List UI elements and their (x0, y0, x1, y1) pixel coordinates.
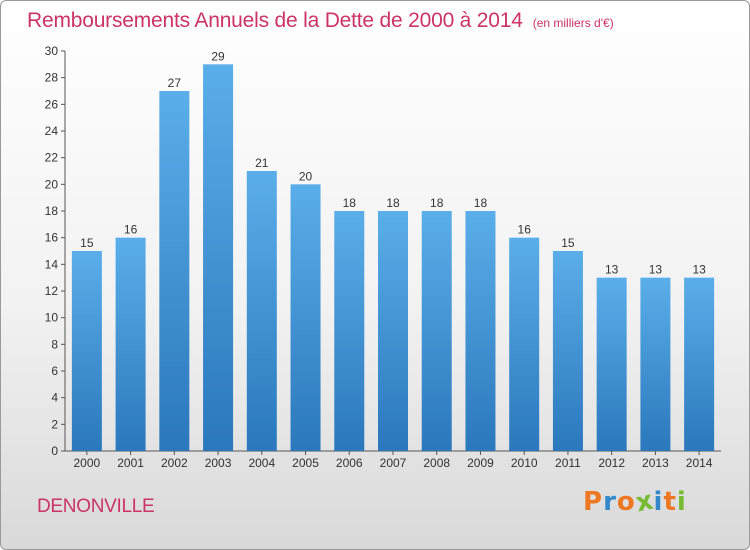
commune-name: DENONVILLE (37, 496, 154, 518)
y-tick-label: 20 (45, 177, 59, 191)
y-tick-label: 26 (45, 97, 59, 111)
brand-letter: P (583, 487, 603, 517)
x-tick-label: 2012 (598, 456, 625, 470)
bar-value-label: 15 (80, 236, 94, 250)
bar-value-label: 18 (386, 196, 400, 210)
x-tick-label: 2000 (74, 456, 101, 470)
bar-value-label: 20 (299, 169, 313, 183)
bar-chart: 0246810121416182022242628302000152001162… (1, 1, 749, 549)
bar (291, 184, 321, 451)
bar (684, 278, 714, 451)
y-tick-label: 10 (45, 311, 59, 325)
brand-letter: r (603, 487, 617, 517)
bar-value-label: 18 (430, 196, 444, 210)
bar-value-label: 16 (124, 223, 138, 237)
y-tick-label: 28 (45, 71, 59, 85)
y-tick-label: 6 (51, 364, 58, 378)
y-tick-label: 4 (51, 391, 58, 405)
bar (116, 238, 146, 451)
y-tick-label: 16 (45, 231, 59, 245)
x-tick-label: 2001 (117, 456, 144, 470)
brand-logo: Proxiti (583, 487, 687, 517)
bar-value-label: 13 (605, 263, 619, 277)
bar-value-label: 13 (692, 263, 706, 277)
bar-value-label: 15 (561, 236, 575, 250)
x-tick-label: 2011 (555, 456, 581, 470)
bar (597, 278, 627, 451)
x-tick-label: 2005 (292, 456, 319, 470)
x-tick-label: 2007 (380, 456, 407, 470)
bar-value-label: 27 (168, 76, 182, 90)
chart-frame: Remboursements Annuels de la Dette de 20… (0, 0, 750, 550)
bar-value-label: 18 (474, 196, 488, 210)
bar-value-label: 18 (343, 196, 357, 210)
bar (553, 251, 583, 451)
bar (203, 64, 233, 451)
bar-value-label: 13 (649, 263, 663, 277)
bar-value-label: 29 (211, 49, 225, 63)
y-tick-label: 14 (45, 257, 59, 271)
y-tick-label: 22 (45, 151, 59, 165)
x-tick-label: 2008 (423, 456, 450, 470)
x-tick-label: 2003 (205, 456, 232, 470)
x-tick-label: 2006 (336, 456, 363, 470)
x-tick-label: 2010 (511, 456, 538, 470)
bar (465, 211, 495, 451)
y-tick-label: 0 (51, 444, 58, 458)
y-tick-label: 30 (45, 44, 59, 58)
bar (509, 238, 539, 451)
x-tick-label: 2004 (248, 456, 275, 470)
y-tick-label: 24 (45, 124, 59, 138)
x-tick-label: 2002 (161, 456, 188, 470)
x-tick-label: 2013 (642, 456, 669, 470)
bar-value-label: 16 (518, 223, 532, 237)
y-tick-label: 8 (51, 337, 58, 351)
bar (159, 91, 189, 451)
brand-letter: i (677, 487, 687, 517)
bar (378, 211, 408, 451)
bar (247, 171, 277, 451)
y-tick-label: 18 (45, 204, 59, 218)
bar (334, 211, 364, 451)
bar (640, 278, 670, 451)
x-tick-label: 2009 (467, 456, 494, 470)
brand-letter: t (663, 487, 676, 517)
y-tick-label: 2 (51, 417, 58, 431)
bar-value-label: 21 (255, 156, 269, 170)
bar (422, 211, 452, 451)
y-tick-label: 12 (45, 284, 59, 298)
bar (72, 251, 102, 451)
x-tick-label: 2014 (686, 456, 713, 470)
